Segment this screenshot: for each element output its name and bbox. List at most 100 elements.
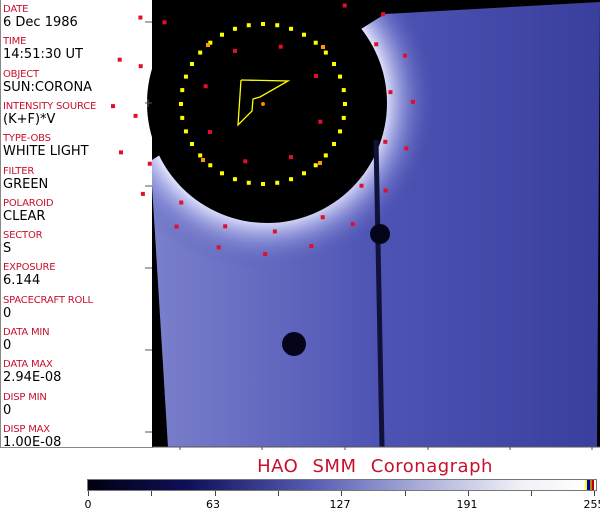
coronagraph-image [111, 0, 600, 450]
overlay-dot-yellow [208, 40, 213, 45]
sun-orientation-marker [237, 79, 291, 127]
overlay-dot-yellow [323, 153, 328, 158]
field-value: 0 [3, 402, 12, 418]
field-label: INTENSITY SOURCE [3, 100, 97, 112]
overlay-dot-yellow [289, 177, 294, 182]
field-label: EXPOSURE [3, 262, 56, 274]
field-label: DISP MAX [3, 423, 50, 435]
colorbar [87, 479, 597, 491]
field-label: FILTER [3, 165, 35, 177]
overlay-dot-yellow [341, 88, 346, 93]
overlay-dot-red [207, 129, 212, 134]
colorbar-tick [277, 491, 279, 496]
overlay-dot-yellow [232, 177, 237, 182]
overlay-dot-yellow [220, 32, 224, 37]
field-value: GREEN [3, 176, 49, 192]
overlay-dot-yellow [198, 153, 203, 158]
overlay-dot-yellow [289, 26, 294, 31]
field-filter: FILTER GREEN [3, 166, 48, 192]
overlay-dot-yellow [208, 163, 213, 168]
overlay-cross [206, 43, 210, 47]
field-value: 6.144 [3, 273, 41, 289]
field-value: 1.00E-08 [3, 434, 62, 450]
overlay-dot-yellow [183, 74, 188, 79]
overlay-dot-yellow [343, 102, 347, 106]
overlay-dot-red [179, 200, 184, 205]
field-exposure: EXPOSURE 6.144 [3, 262, 56, 289]
overlay-dot-yellow [246, 180, 251, 185]
overlay-dot-red [140, 191, 145, 196]
overlay-cross [318, 161, 322, 165]
overlay-cross [321, 45, 325, 49]
overlay-dot-red [138, 64, 143, 69]
header-info-panel: DATE 6 Dec 1986 TIME 14:51:30 UT OBJECT SUN:C… [0, 0, 153, 450]
overlay-dot-red [117, 57, 122, 62]
overlay-dot-red [402, 53, 407, 58]
colorbar-tick [467, 491, 469, 496]
overlay-dot-red [350, 222, 355, 227]
overlay-dot-red [342, 3, 347, 8]
overlay-dot-yellow [338, 129, 343, 134]
overlay-dot-red [216, 245, 221, 250]
field-disp-min: DISP MIN 0 [3, 392, 47, 418]
overlay-dot-yellow [275, 23, 280, 28]
overlay-dot-yellow [302, 171, 306, 176]
overlay-dot-yellow [313, 163, 318, 168]
overlay-dot-red [374, 42, 379, 47]
overlay-dot-red [243, 159, 248, 164]
field-value: S [3, 241, 12, 257]
overlay-dot-yellow [189, 62, 194, 66]
overlay-dot-yellow [323, 50, 328, 55]
field-label: DATA MAX [3, 359, 53, 371]
overlay-dot-red [233, 48, 238, 53]
overlay-dot-red [359, 183, 364, 188]
colorbar-tick-label: 127 [329, 498, 351, 511]
overlay-dot-red [278, 44, 283, 49]
field-value: CLEAR [3, 208, 46, 224]
field-label: SECTOR [3, 230, 43, 242]
colorbar-tick-label: 63 [206, 498, 220, 511]
overlay-dot-yellow [332, 62, 337, 66]
field-label: TIME [3, 36, 27, 48]
overlay-dot-yellow [261, 22, 265, 26]
overlay-dot-red [147, 161, 152, 166]
instrument-title: HAO SMM Coronagraph [257, 456, 493, 477]
field-value: (K+F)*V [3, 111, 56, 127]
field-label: OBJECT [3, 68, 39, 80]
field-label: DATE [3, 4, 29, 15]
overlay-dot-red [133, 113, 138, 118]
overlay-dot-red [288, 155, 293, 160]
occulting-disk [147, 0, 387, 223]
colorbar-tick [531, 491, 533, 496]
overlay-dot-red [223, 224, 228, 229]
field-data-max: DATA MAX 2.94E-08 [3, 359, 61, 385]
field-value: SUN:CORONA [3, 79, 93, 95]
colorbar-tick [151, 491, 153, 496]
colorbar-tick-label: 255 [583, 498, 600, 511]
overlay-dot-red [119, 150, 124, 155]
overlay-dot-red [272, 229, 277, 234]
field-value: 2.94E-08 [3, 370, 62, 386]
overlay-dot-yellow [338, 74, 343, 79]
field-label: DATA MIN [3, 327, 50, 338]
field-label: POLAROID [3, 197, 54, 209]
overlay-dot-yellow [189, 142, 194, 146]
colorbar-end-bands [585, 480, 594, 490]
colorbar-tick-label: 191 [456, 498, 478, 511]
overlay-dot-red [314, 74, 319, 79]
field-object: OBJECT SUN:CORONA [3, 69, 92, 95]
overlay-dot-red [383, 188, 388, 193]
overlay-dot-yellow [313, 40, 318, 45]
overlay-dot-yellow [180, 115, 185, 120]
overlay-dot-red [320, 215, 325, 220]
field-time: TIME 14:51:30 UT [3, 36, 83, 62]
colorbar-tick [88, 491, 89, 496]
colorbar-tick-label: 0 [84, 498, 92, 511]
overlay-dot-red [404, 146, 409, 151]
sun-center-marker [261, 102, 265, 106]
field-disp-max: DISP MAX 1.00E-08 [3, 424, 61, 450]
overlay-dot-yellow [232, 26, 237, 31]
field-label: SPACECRAFT ROLL [3, 294, 93, 306]
overlay-dot-red [383, 139, 388, 144]
field-value: 0 [3, 338, 12, 353]
